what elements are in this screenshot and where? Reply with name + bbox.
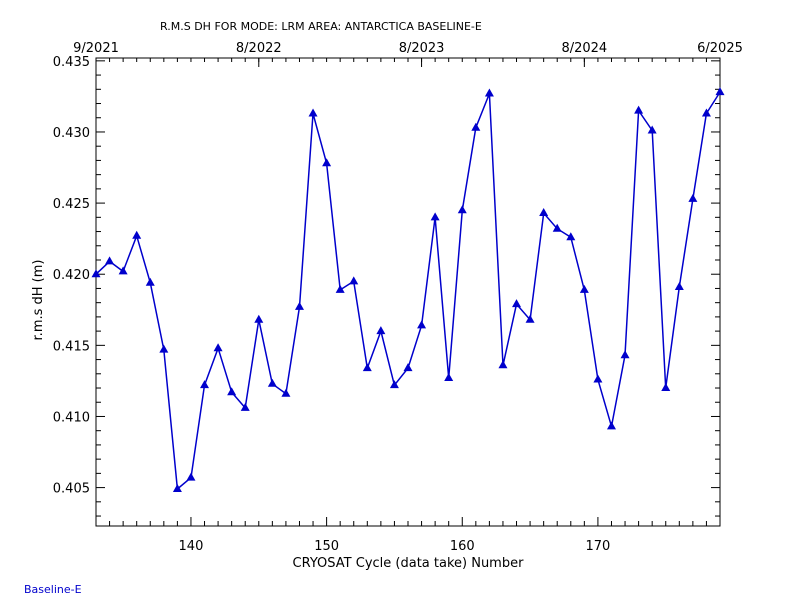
chart-title: R.M.S DH FOR MODE: LRM AREA: ANTARCTICA … [160, 20, 482, 33]
data-point-marker [566, 232, 576, 241]
data-point-marker [674, 282, 684, 291]
y-tick-label: 0.430 [53, 126, 90, 141]
data-point-marker [444, 373, 454, 382]
data-point-marker [159, 344, 169, 353]
data-point-marker [701, 108, 711, 117]
top-axis-label: 9/2021 [73, 41, 119, 56]
x-tick-label: 160 [450, 539, 475, 554]
data-point-marker [539, 208, 549, 217]
data-point-marker [457, 205, 467, 214]
y-tick-label: 0.425 [53, 197, 90, 212]
data-point-marker [715, 87, 725, 96]
y-tick-label: 0.410 [53, 410, 90, 425]
data-point-marker [525, 314, 535, 323]
y-tick-label: 0.435 [53, 55, 90, 70]
data-point-marker [105, 256, 115, 265]
data-point-marker [200, 380, 210, 389]
data-point-marker [647, 125, 657, 134]
data-point-marker [512, 299, 522, 308]
data-point-marker [172, 484, 182, 493]
data-point-marker [389, 380, 399, 389]
top-axis-label: 6/2025 [697, 41, 743, 56]
data-point-marker [593, 374, 603, 383]
data-point-marker [661, 383, 671, 392]
x-tick-label: 170 [585, 539, 610, 554]
data-point-marker [91, 269, 101, 278]
data-point-marker [430, 212, 440, 221]
data-point-marker [308, 108, 318, 117]
data-point-marker [240, 402, 250, 411]
data-point-marker [145, 277, 155, 286]
data-point-marker [484, 88, 494, 97]
data-point-marker [294, 301, 304, 310]
data-point-marker [498, 360, 508, 369]
series-line [95, 91, 721, 491]
data-point-marker [552, 223, 562, 232]
x-axis-label: CRYOSAT Cycle (data take) Number [293, 556, 525, 571]
footer-baseline-label: Baseline-E [24, 583, 82, 596]
y-tick-label: 0.420 [53, 268, 90, 283]
data-point-marker [579, 284, 589, 293]
top-axis-label: 8/2022 [236, 41, 282, 56]
data-point-marker [322, 158, 332, 167]
data-point-marker [349, 276, 359, 285]
y-tick-label: 0.405 [53, 482, 90, 497]
data-point-marker [620, 350, 630, 359]
x-tick-label: 140 [179, 539, 204, 554]
x-tick-label: 150 [314, 539, 339, 554]
data-point-marker [403, 363, 413, 372]
series-layer [91, 87, 725, 493]
data-point-marker [688, 193, 698, 202]
data-point-marker [132, 230, 142, 239]
data-point-marker [254, 314, 264, 323]
data-point-marker [186, 472, 196, 481]
data-point-marker [362, 363, 372, 372]
data-point-marker [281, 388, 291, 397]
data-point-marker [417, 320, 427, 329]
data-point-marker [118, 266, 128, 275]
data-point-marker [376, 326, 386, 335]
data-point-marker [335, 284, 345, 293]
data-point-marker [606, 421, 616, 430]
top-axis-label: 8/2024 [561, 41, 607, 56]
axes: 140 150 160 170 9/2021 8/2022 8/2023 8/2024 6/20… [53, 41, 743, 554]
data-point-marker [213, 343, 223, 352]
data-point-marker [227, 387, 237, 396]
top-axis-label: 8/2023 [399, 41, 445, 56]
y-axis-label: r.m.s dH (m) [31, 260, 46, 341]
data-point-marker [267, 378, 277, 387]
plot-frame [95, 57, 721, 527]
data-point-marker [634, 105, 644, 114]
data-point-marker [471, 122, 481, 131]
y-tick-label: 0.415 [53, 339, 90, 354]
